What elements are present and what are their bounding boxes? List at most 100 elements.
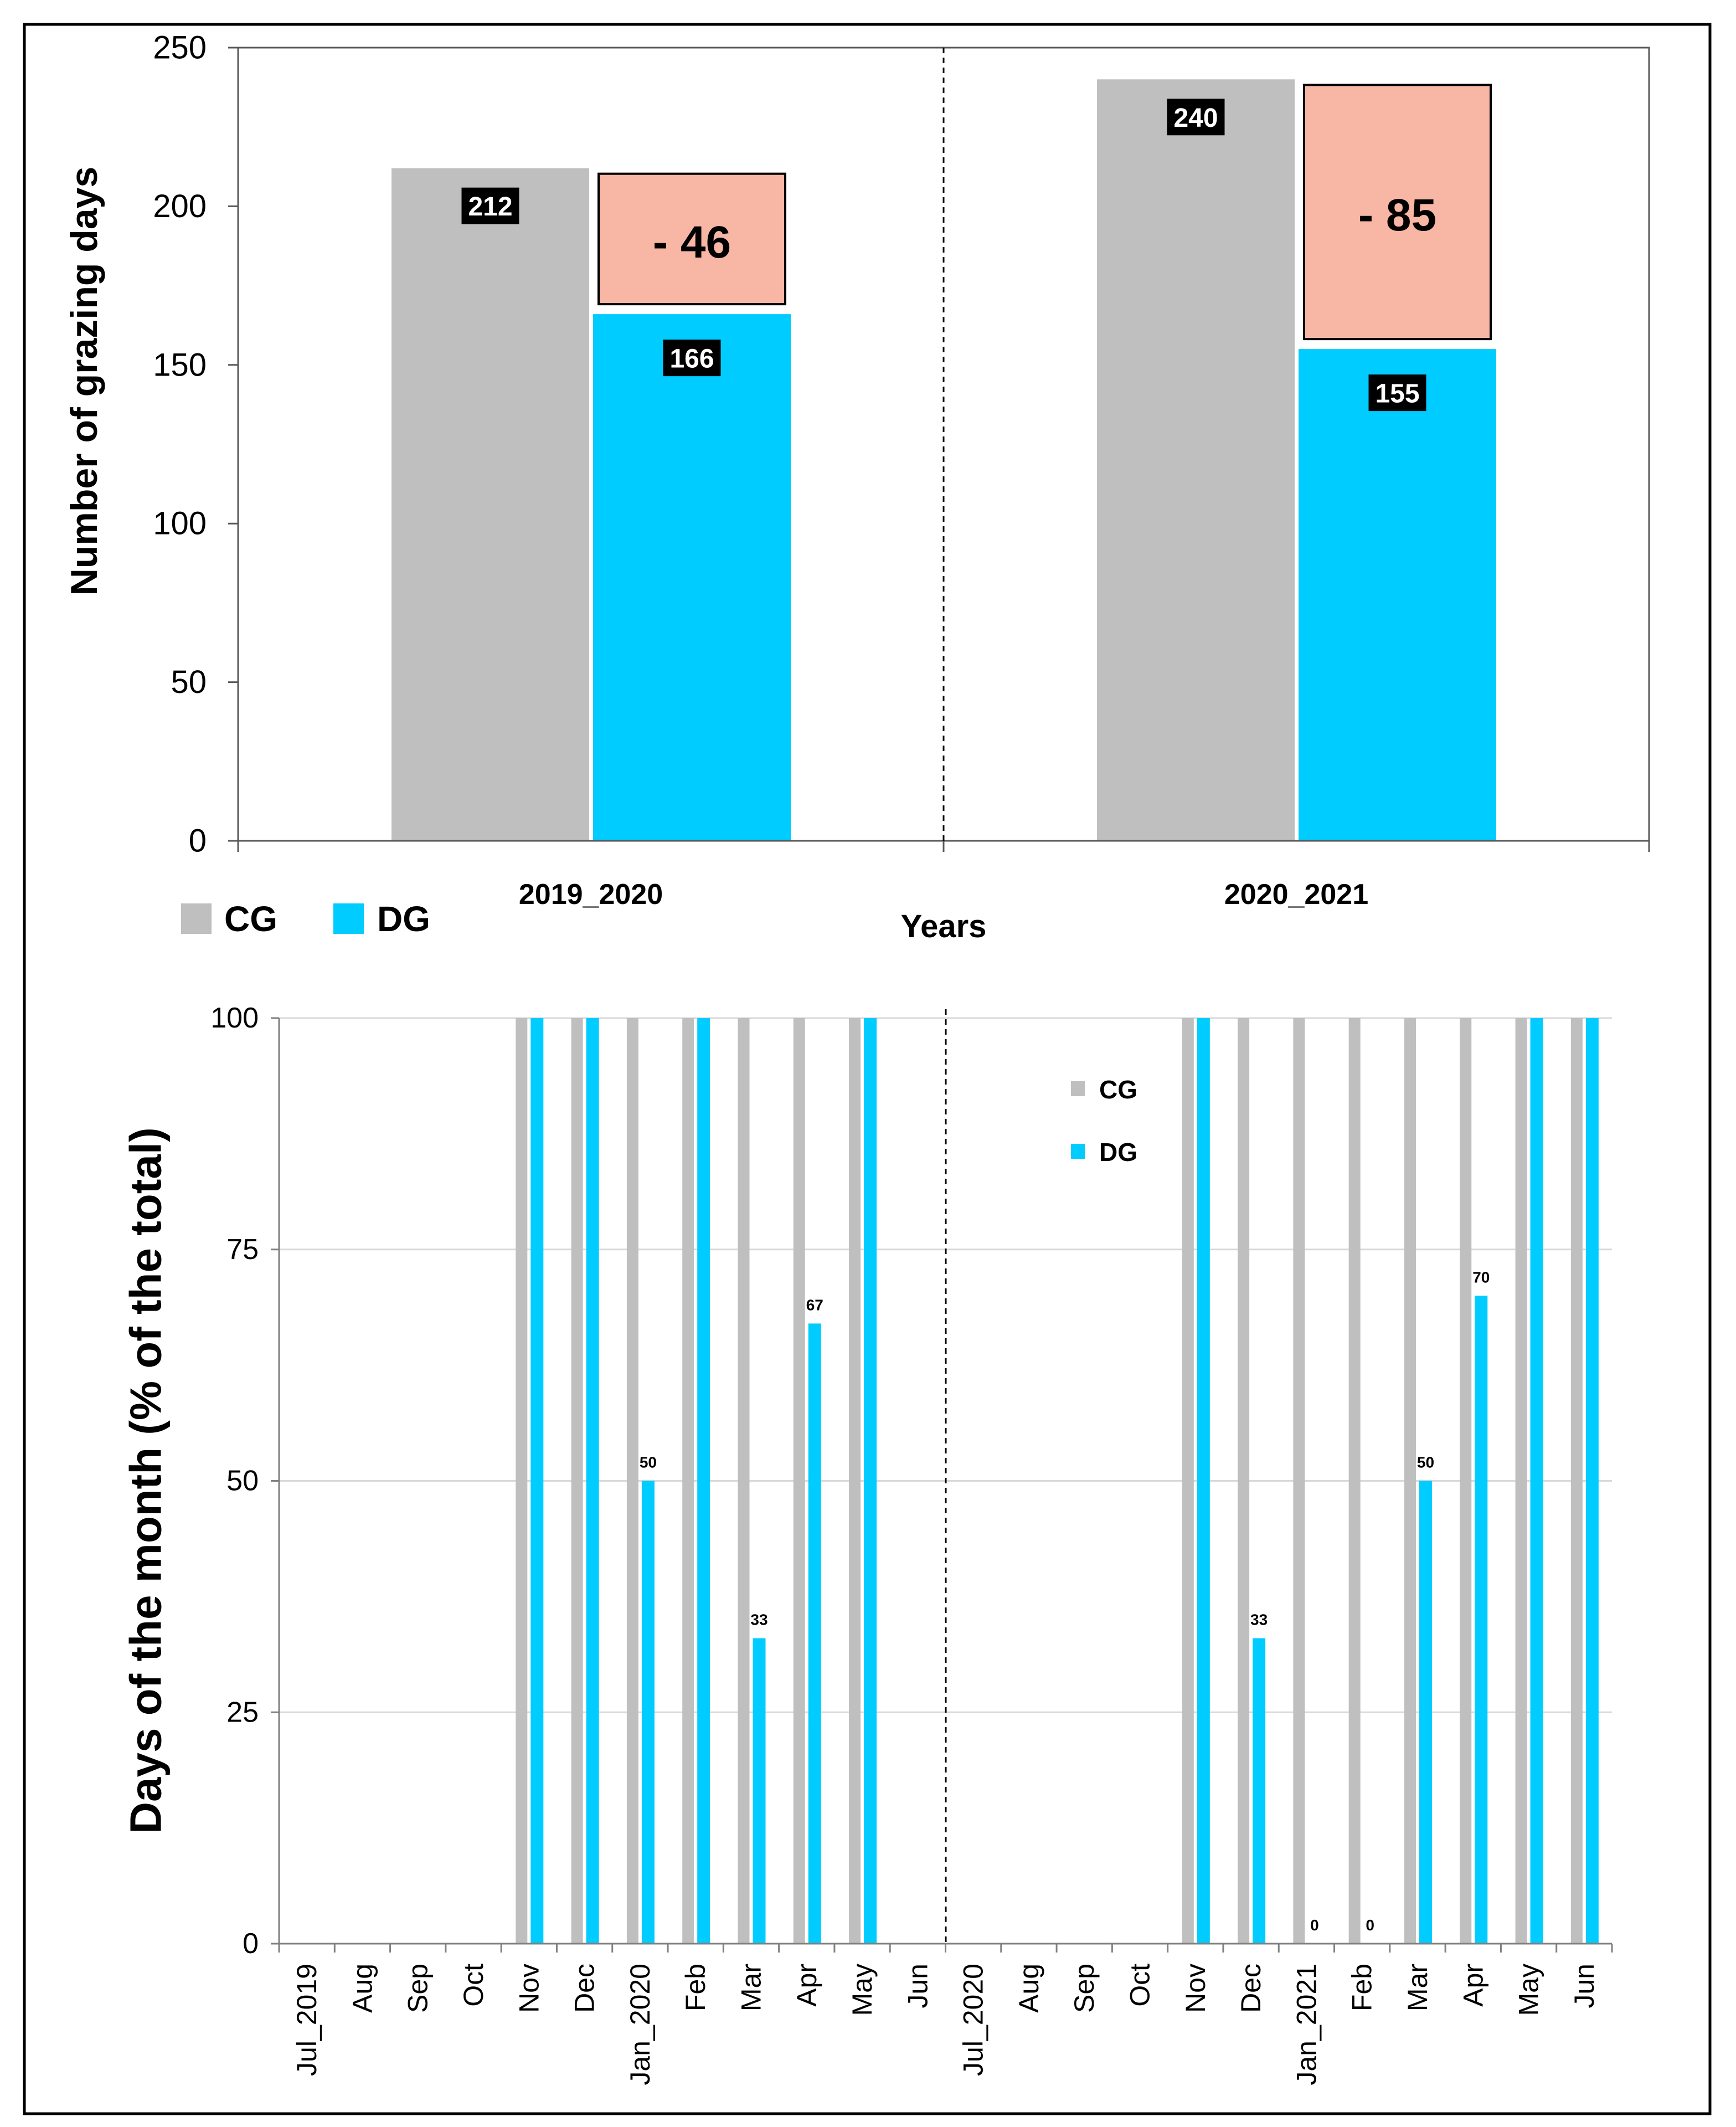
difference-label: - 46 (653, 217, 731, 268)
figure-border (23, 23, 1712, 2115)
data-label-dg: 70 (1472, 1268, 1490, 1286)
grazing-days-axes: 0 50 100 150 200 250 2019_2020 2020_2021 (153, 30, 1650, 911)
x-tick-label: Apr (791, 1964, 822, 2007)
bar-dg (1197, 1018, 1210, 1944)
y-tick-label: 50 (226, 1465, 259, 1497)
bar-dg (586, 1018, 599, 1944)
y-tick-label: 75 (226, 1234, 259, 1266)
y-tick-label: 50 (171, 664, 207, 700)
x-tick-label: Feb (1347, 1964, 1378, 2011)
y-tick-label: 100 (153, 506, 207, 542)
monthly-bars (516, 1018, 1599, 1944)
legend-label-cg: CG (224, 899, 277, 939)
x-tick-label: Oct (458, 1964, 489, 2007)
x-tick-label: Sep (1069, 1964, 1100, 2013)
bar-dg (1299, 349, 1496, 841)
bar-dg (593, 314, 791, 841)
bar-dg (530, 1018, 544, 1944)
y-tick-label: 25 (226, 1696, 259, 1728)
bar-cg (1515, 1018, 1527, 1944)
data-label-dg: 50 (1417, 1454, 1434, 1471)
data-label-cg: 240 (1173, 104, 1218, 133)
legend-label-dg: DG (377, 899, 430, 939)
legend-label-cg: CG (1099, 1075, 1137, 1104)
legend-swatch-dg (333, 903, 364, 934)
x-tick-label: Feb (680, 1964, 711, 2011)
bar-cg (1293, 1018, 1305, 1944)
data-label-cg: 212 (468, 192, 512, 222)
difference-label: - 85 (1358, 190, 1436, 240)
data-label-box-cg (461, 187, 519, 224)
bar-cg (1348, 1018, 1361, 1944)
legend-label-dg: DG (1099, 1138, 1137, 1167)
data-label-dg: 0 (1310, 1917, 1319, 1934)
y-tick-label: 200 (153, 188, 207, 224)
x-tick-label: Aug (1013, 1964, 1044, 2013)
y-tick-label: 0 (189, 823, 207, 859)
x-tick-label: Jun (902, 1964, 933, 2008)
x-tick-label: Oct (1125, 1964, 1156, 2007)
x-tick-label: 2020_2021 (1224, 878, 1368, 911)
grazing-days-chart: 0 50 100 150 200 250 2019_2020 2020_2021 212 166… (63, 30, 1650, 944)
y-tick-label: 250 (153, 30, 207, 66)
grazing-days-bars (391, 79, 1496, 841)
bar-dg (1530, 1018, 1543, 1944)
bar-dg (1419, 1481, 1432, 1944)
data-label-dg: 50 (640, 1454, 657, 1471)
y-tick-label: 0 (243, 1928, 259, 1960)
bar-cg (849, 1018, 861, 1944)
x-tick-label: Dec (569, 1964, 600, 2013)
legend-swatch-cg (1071, 1081, 1085, 1096)
legend-swatch-cg (181, 903, 212, 934)
data-label-dg: 67 (806, 1296, 823, 1313)
x-tick-label: Jan_2021 (1291, 1964, 1322, 2085)
bar-cg (682, 1018, 694, 1944)
x-tick-label: Jul_2020 (958, 1964, 989, 2076)
bar-dg (641, 1481, 655, 1944)
data-label-box-dg (1368, 374, 1426, 412)
bar-cg (516, 1018, 528, 1944)
grazing-days-x-axis-title: Years (901, 908, 987, 944)
x-tick-label: May (1513, 1964, 1544, 2016)
bar-cg (571, 1018, 583, 1944)
x-tick-label: May (847, 1964, 878, 2016)
legend-item-cg: CG (1071, 1075, 1137, 1104)
x-tick-label: Jul_2019 (291, 1964, 322, 2076)
x-tick-label: Nov (1180, 1964, 1211, 2013)
x-tick-label: Nov (513, 1964, 544, 2013)
grazing-days-annotations: 212 166 - 46 240 155 - 85 (461, 84, 1492, 412)
monthly-grazing-chart: 0 25 50 75 100 Jul_2019 Aug Sep Oct Nov Dec Jan_202… (121, 1002, 1613, 2085)
bar-dg (864, 1018, 877, 1944)
bar-cg (1097, 79, 1295, 841)
bar-cg (1404, 1018, 1416, 1944)
legend-item-cg: CG (181, 899, 277, 939)
grazing-days-legend: CG DG (181, 899, 430, 939)
monthly-y-axis-title: Days of the month (% of the total) (121, 1127, 171, 1834)
bar-cg (738, 1018, 750, 1944)
y-tick-label: 150 (153, 347, 207, 383)
bar-cg (1238, 1018, 1250, 1944)
x-tick-label: Jan_2020 (625, 1964, 656, 2085)
bar-cg (1570, 1018, 1583, 1944)
bar-cg (1460, 1018, 1472, 1944)
monthly-legend: CG DG (1071, 1075, 1137, 1167)
grazing-days-y-axis-title: Number of grazing days (63, 167, 105, 596)
difference-box (597, 172, 786, 306)
data-label-box-cg (1167, 99, 1225, 136)
legend-swatch-dg (1071, 1144, 1085, 1159)
monthly-axes: 0 25 50 75 100 Jul_2019 Aug Sep Oct Nov Dec Jan_202… (210, 1002, 1613, 2085)
x-tick-label: Sep (403, 1964, 434, 2013)
x-tick-label: Dec (1235, 1964, 1266, 2013)
data-label-dg: 166 (669, 345, 714, 374)
bar-dg (808, 1323, 821, 1944)
x-tick-label: Mar (1402, 1964, 1433, 2011)
x-tick-label: Mar (735, 1964, 766, 2011)
bar-dg (1475, 1296, 1488, 1944)
bar-dg (1253, 1638, 1266, 1944)
data-label-dg: 155 (1375, 379, 1419, 409)
legend-item-dg: DG (333, 899, 430, 939)
x-tick-label: Jun (1569, 1964, 1600, 2008)
data-label-dg: 33 (1250, 1611, 1268, 1628)
bar-cg (793, 1018, 805, 1944)
